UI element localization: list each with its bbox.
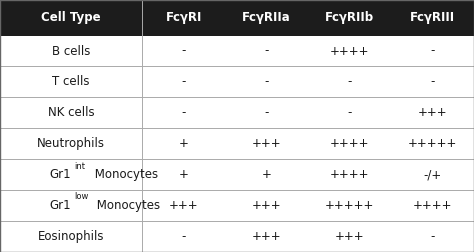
- Text: -: -: [430, 230, 435, 243]
- Text: -: -: [347, 106, 352, 119]
- Text: Gr1: Gr1: [49, 168, 71, 181]
- Text: ++++: ++++: [330, 168, 369, 181]
- Text: Gr1: Gr1: [49, 199, 71, 212]
- Bar: [0, 190, 474, 221]
- Text: +++: +++: [418, 106, 447, 119]
- Text: Monocytes: Monocytes: [93, 199, 160, 212]
- Text: Neutrophils: Neutrophils: [37, 137, 105, 150]
- Bar: [0, 221, 474, 252]
- Text: -: -: [182, 106, 186, 119]
- Bar: [0, 0, 474, 36]
- Text: +++: +++: [169, 199, 199, 212]
- Text: FcγRIII: FcγRIII: [410, 11, 455, 24]
- Text: Monocytes: Monocytes: [91, 168, 158, 181]
- Text: -: -: [182, 75, 186, 88]
- Text: -: -: [430, 45, 435, 57]
- Text: -: -: [264, 75, 269, 88]
- Text: +++: +++: [252, 230, 282, 243]
- Text: +++: +++: [252, 199, 282, 212]
- Text: Eosinophils: Eosinophils: [38, 230, 104, 243]
- Text: -: -: [430, 75, 435, 88]
- Bar: [0, 67, 474, 98]
- Bar: [0, 128, 474, 159]
- Text: +++: +++: [335, 230, 365, 243]
- Text: ++++: ++++: [413, 199, 452, 212]
- Text: -: -: [182, 45, 186, 57]
- Text: ++++: ++++: [330, 137, 369, 150]
- Text: FcγRIIa: FcγRIIa: [242, 11, 291, 24]
- Text: -: -: [182, 230, 186, 243]
- Text: Cell Type: Cell Type: [41, 11, 101, 24]
- Text: NK cells: NK cells: [48, 106, 94, 119]
- Text: B cells: B cells: [52, 45, 90, 57]
- Bar: [0, 36, 474, 67]
- Text: +++++: +++++: [325, 199, 374, 212]
- Bar: [0, 98, 474, 128]
- Text: FcγRIIb: FcγRIIb: [325, 11, 374, 24]
- Text: -: -: [264, 45, 269, 57]
- Text: -: -: [347, 75, 352, 88]
- Text: -/+: -/+: [423, 168, 442, 181]
- Text: -: -: [264, 106, 269, 119]
- Text: FcγRI: FcγRI: [165, 11, 202, 24]
- Text: +: +: [179, 137, 189, 150]
- Text: int: int: [74, 162, 85, 171]
- Text: +: +: [179, 168, 189, 181]
- Text: ++++: ++++: [330, 45, 369, 57]
- Text: +++: +++: [252, 137, 282, 150]
- Text: +: +: [262, 168, 272, 181]
- Text: low: low: [74, 193, 88, 201]
- Bar: [0, 159, 474, 190]
- Text: +++++: +++++: [408, 137, 457, 150]
- Text: T cells: T cells: [52, 75, 90, 88]
